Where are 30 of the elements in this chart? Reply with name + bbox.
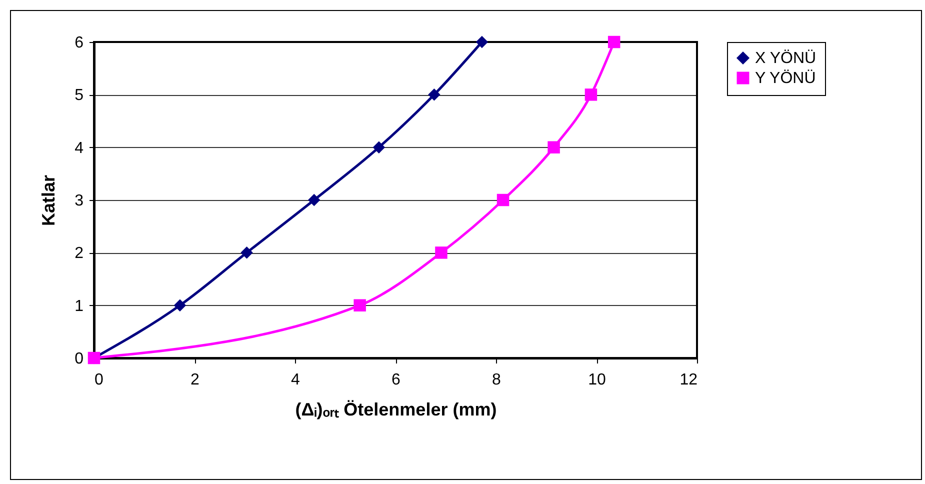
legend-label: Y YÖNÜ <box>755 69 816 87</box>
point <box>308 194 320 206</box>
point <box>354 299 366 312</box>
y-axis-title: Katlar <box>38 174 59 226</box>
point <box>584 88 598 101</box>
point <box>372 141 386 154</box>
x-tick-label: 4 <box>291 372 300 388</box>
x-tick-label: 6 <box>392 372 401 388</box>
point <box>240 246 253 259</box>
x-tick-label: 8 <box>492 372 502 388</box>
y-tick-label: 0 <box>74 350 84 368</box>
x-axis-title: (Δᵢ)ₒᵣₜ Ötelenmeler (mm) <box>295 400 497 420</box>
y-tick-label: 5 <box>74 87 84 104</box>
y-tick-label: 2 <box>74 245 84 262</box>
x-tick-label: 10 <box>588 372 606 388</box>
y-tick-label: 6 <box>74 34 84 52</box>
point <box>548 141 560 154</box>
point <box>608 36 620 48</box>
point <box>476 36 488 48</box>
x-tick-label: 0 <box>94 372 104 388</box>
y-tick-label: 1 <box>74 298 84 315</box>
y-tick-label: 3 <box>74 192 84 210</box>
y-tick-label: 4 <box>74 140 84 157</box>
x-tick-label: 12 <box>680 372 698 388</box>
point <box>174 299 186 312</box>
point <box>435 246 448 259</box>
x-tick-label: 2 <box>190 372 200 388</box>
point <box>428 88 440 101</box>
legend-label: X YÖNÜ <box>755 49 816 67</box>
point <box>496 194 510 206</box>
